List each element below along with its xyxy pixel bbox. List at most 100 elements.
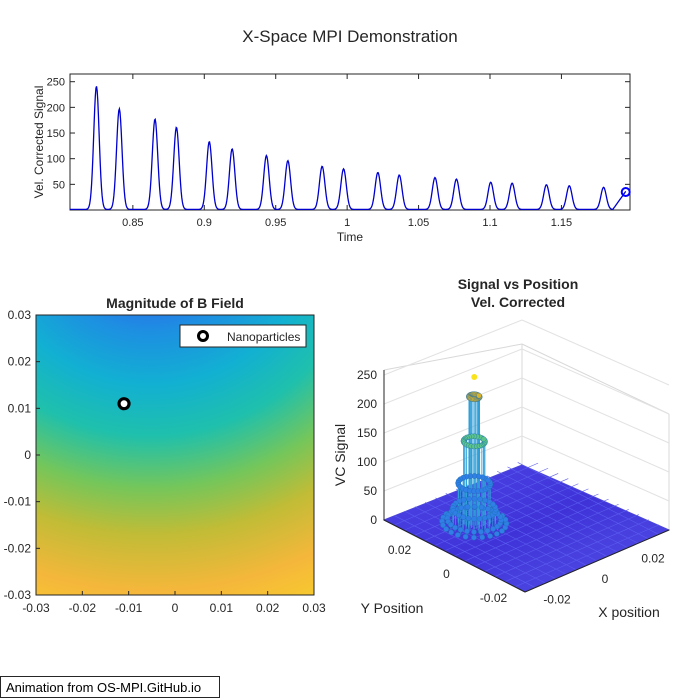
surface-mesh-line — [507, 466, 649, 540]
surface-spike-point — [440, 522, 446, 529]
top-x-tick-label: 1 — [344, 217, 350, 229]
top-x-tick-label: 1.05 — [408, 217, 429, 229]
surface-z-axis-label: VC Signal — [332, 424, 348, 486]
heatmap-y-tick-label: 0.03 — [8, 308, 32, 322]
surface-spike-point — [479, 534, 486, 541]
surface-spike-point — [448, 529, 455, 536]
surface-z-gridline-right — [521, 406, 670, 473]
top-x-tick-label: 1.15 — [551, 217, 572, 229]
top-x-axis-label: Time — [337, 230, 364, 244]
surface-spike-point — [458, 505, 464, 511]
surface-spike-point — [443, 526, 449, 532]
surface-z-gridline — [383, 319, 523, 376]
surface-axis-ticks: 0 50 100 150 200 250 -0.02 0 0.02 -0.02 0 0.02 — [357, 368, 665, 607]
surface-mesh-line — [486, 475, 628, 548]
surface-spike-point — [466, 496, 472, 502]
top-axis-ticks: 0.85 0.9 0.95 1 1.05 1.1 1.15 50 100 150 200 250 — [47, 74, 630, 229]
surface-z-gridline — [383, 435, 523, 492]
top-y-tick-label: 50 — [53, 179, 65, 191]
b-field-heatmap — [36, 315, 314, 595]
surface-spike-point — [464, 528, 470, 535]
surface-spike-point — [478, 528, 484, 535]
surface-spike-point — [471, 516, 477, 522]
heatmap-x-tick-label: -0.01 — [115, 601, 143, 615]
surface-spike-point — [484, 527, 491, 534]
top-y-tick-label: 250 — [47, 77, 65, 89]
legend-nanoparticle-icon — [197, 330, 209, 342]
top-x-tick-label: 0.9 — [197, 217, 212, 229]
surface-mesh-line — [454, 493, 599, 557]
heatmap-y-tick-label: -0.01 — [4, 495, 32, 509]
surface-spike-point — [476, 392, 482, 399]
surface-z-tick-label: 150 — [357, 426, 377, 440]
surface-x-tick-label: 0 — [602, 572, 609, 586]
heatmap-x-tick-label: -0.02 — [69, 601, 97, 615]
credit-text-box: Animation from OS-MPI.GitHub.io — [0, 676, 220, 698]
top-y-tick-label: 200 — [47, 102, 65, 114]
surface-spike-point — [471, 534, 477, 541]
surface-y-axis-label: Y Position — [361, 600, 424, 616]
heatmap-x-tick-label: -0.03 — [22, 601, 50, 615]
surface-spike-point — [471, 529, 477, 535]
surface-mesh-base — [382, 464, 671, 593]
surface-z-gridline-right — [521, 319, 670, 386]
heatmap-y-tick-label: -0.03 — [4, 588, 32, 602]
surface-spike-point — [464, 504, 471, 510]
surface-z-tick-label: 100 — [357, 455, 377, 469]
surface-y-tick-label: -0.02 — [480, 591, 508, 605]
surface-spike-point — [485, 506, 491, 512]
top-y-tick-label: 100 — [47, 154, 65, 166]
surface-spike-point — [480, 436, 487, 442]
surface-spike-point — [455, 532, 461, 538]
surface-axes — [383, 370, 670, 593]
surface-spike-point — [494, 531, 500, 537]
surface-spike-point — [485, 477, 492, 484]
nanoparticle-marker — [117, 397, 131, 411]
surface-spike-point — [457, 526, 464, 533]
surface-spike-point — [448, 521, 454, 528]
surface-subtitle: Vel. Corrected — [471, 294, 565, 310]
surface-y-tick-label: 0 — [443, 567, 450, 581]
top-x-tick-label: 0.95 — [265, 217, 286, 229]
heatmap-x-tick-label: 0 — [172, 601, 179, 615]
heatmap-y-tick-label: 0 — [24, 448, 31, 462]
surface-z-gridline-right — [521, 435, 670, 502]
surface-z-tick-label: 200 — [357, 397, 377, 411]
surface-z-tick-label: 0 — [370, 513, 377, 527]
heatmap-axis-ticks: -0.03 -0.02 -0.01 0 0.01 0.02 0.03 -0.03 -0.02 -0… — [4, 308, 326, 615]
surface-z-gridline-right — [521, 348, 670, 415]
surface-spike-point — [471, 503, 478, 510]
top-plot-area — [69, 73, 631, 211]
surface-spike-point — [499, 528, 505, 534]
heatmap-x-tick-label: 0.01 — [210, 601, 234, 615]
surface-mesh-line — [517, 462, 659, 535]
heatmap-x-tick-label: 0.03 — [302, 601, 326, 615]
heatmap-y-tick-label: -0.02 — [4, 541, 32, 555]
surface-mesh-line — [476, 479, 618, 553]
surface-spike-point — [482, 497, 488, 504]
heatmap-legend: Nanoparticles — [179, 324, 307, 348]
surface-spike-point — [478, 504, 485, 511]
top-x-tick-label: 0.85 — [122, 217, 143, 229]
surface-peak-spike — [439, 374, 510, 541]
figure-title: X-Space MPI Demonstration — [242, 27, 457, 46]
heatmap-title: Magnitude of B Field — [106, 295, 244, 311]
series-line-vel-corrected — [70, 86, 627, 211]
surface-x-tick-label: -0.02 — [543, 593, 571, 607]
top-y-tick-label: 150 — [47, 128, 65, 140]
top-y-axis-label: Vel. Corrected Signal — [32, 86, 46, 199]
top-x-tick-label: 1.1 — [482, 217, 497, 229]
surface-z-gridline — [383, 348, 523, 405]
surface-y-tick-label: 0.02 — [388, 543, 412, 557]
surface-spike-point — [465, 515, 472, 522]
surface-x-tick-label: 0.02 — [641, 551, 665, 565]
surface-z-tick-label: 250 — [357, 368, 377, 382]
surface-z-gridline-right — [521, 377, 670, 444]
surface-mesh-line — [444, 488, 589, 552]
surface-z-tick-label: 50 — [364, 484, 378, 498]
surface-spike-point — [477, 496, 483, 503]
surface-mesh-line — [497, 471, 639, 544]
surface-spike-point — [490, 526, 496, 532]
surface-title: Signal vs Position — [458, 276, 579, 292]
